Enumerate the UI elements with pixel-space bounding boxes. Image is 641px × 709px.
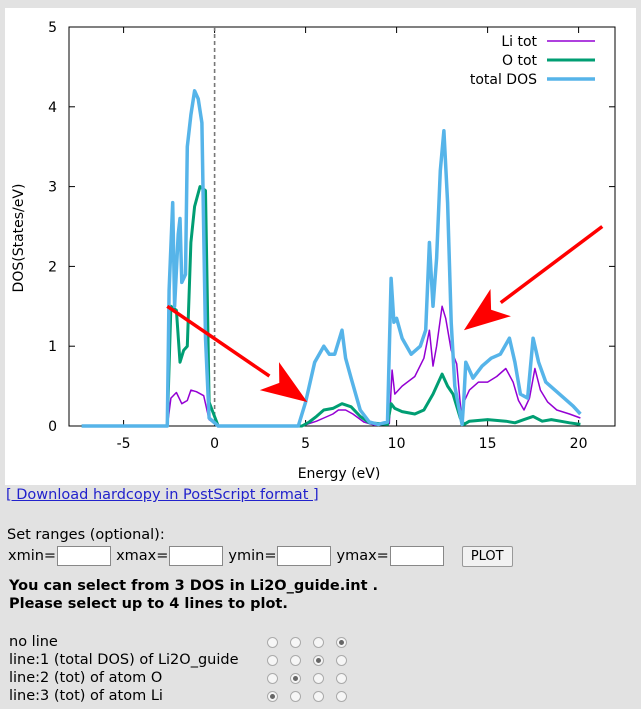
dos-plot: -5 0 5 10 15 20 0 1 2 3 4 5 Energy (eV) DOS(States/… — [5, 8, 636, 485]
line-radio-button[interactable] — [290, 637, 301, 648]
x-tick-label: 5 — [301, 436, 310, 452]
line-radio-button[interactable] — [336, 691, 347, 702]
series-line-o-tot — [81, 185, 581, 428]
ymin-input[interactable] — [277, 546, 332, 566]
top-bar — [0, 0, 641, 8]
dos-count-info: You can select from 3 DOS in Li2O_guide.… — [9, 578, 379, 594]
annotation-arrow-head — [259, 362, 308, 403]
selection-row-label: line:2 (tot) of atom O — [9, 670, 163, 686]
legend-label: total DOS — [470, 72, 537, 88]
line-radio-button[interactable] — [290, 655, 301, 666]
y-tick-label: 4 — [48, 100, 57, 116]
y-axis-label: DOS(States/eV) — [11, 184, 27, 293]
selection-row-label: line:3 (tot) of atom Li — [9, 688, 163, 704]
legend-label: Li tot — [501, 34, 537, 50]
download-postscript-link[interactable]: [ Download hardcopy in PostScript format… — [6, 487, 319, 503]
line-radio-button[interactable] — [313, 637, 324, 648]
series-line-total-dos — [81, 89, 582, 428]
line-radio-button[interactable] — [336, 637, 347, 648]
line-radio-button[interactable] — [267, 655, 278, 666]
selection-row-label: no line — [9, 634, 58, 650]
line-radio-button[interactable] — [336, 673, 347, 684]
xmax-label: xmax= — [116, 548, 169, 564]
annotation-arrow-head — [463, 289, 511, 331]
line-radio-button[interactable] — [267, 691, 278, 702]
line-radio-button[interactable] — [290, 673, 301, 684]
legend-label: O tot — [502, 53, 538, 69]
selection-row: no line — [9, 634, 639, 652]
y-tick-label: 1 — [48, 339, 57, 355]
line-radio-button[interactable] — [313, 691, 324, 702]
xmin-input[interactable] — [57, 546, 112, 566]
line-radio-button[interactable] — [313, 655, 324, 666]
plot-button[interactable]: PLOT — [461, 545, 513, 567]
annotation-arrow-shaft — [499, 225, 604, 305]
line-radio-button[interactable] — [267, 673, 278, 684]
ymin-label: ymin= — [228, 548, 277, 564]
line-radio-button[interactable] — [267, 637, 278, 648]
chart-legend: Li tot O tot total DOS — [470, 34, 595, 88]
x-tick-label: 10 — [388, 436, 406, 452]
selection-row: line:1 (total DOS) of Li2O_guide — [9, 652, 639, 670]
x-tick-label: 0 — [210, 436, 219, 452]
selection-row: line:3 (tot) of atom Li — [9, 688, 639, 706]
plot-frame — [68, 26, 616, 427]
x-tick-label: 15 — [479, 436, 497, 452]
xmin-label: xmin= — [8, 548, 57, 564]
x-axis-label: Energy (eV) — [298, 466, 381, 482]
series-line-li-tot — [81, 305, 581, 427]
line-radio-button[interactable] — [336, 655, 347, 666]
ranges-label: Set ranges (optional): — [7, 527, 165, 543]
selection-row: line:2 (tot) of atom O — [9, 670, 639, 688]
y-tick-label: 0 — [48, 419, 57, 435]
x-tick-label: -5 — [117, 436, 131, 452]
select-instruction: Please select up to 4 lines to plot. — [9, 596, 288, 612]
y-tick-label: 5 — [48, 20, 57, 36]
annotation-arrow-shaft — [166, 304, 271, 378]
x-tick-label: 20 — [570, 436, 588, 452]
selection-row-label: line:1 (total DOS) of Li2O_guide — [9, 652, 239, 668]
ymax-label: ymax= — [336, 548, 389, 564]
ranges-row: xmin= xmax= ymin= ymax= PLOT — [7, 545, 513, 567]
line-radio-button[interactable] — [290, 691, 301, 702]
line-radio-button[interactable] — [313, 673, 324, 684]
xmax-input[interactable] — [169, 546, 224, 566]
dos-chart: -5 0 5 10 15 20 0 1 2 3 4 5 Energy (eV) DOS(States/… — [11, 20, 616, 482]
ymax-input[interactable] — [389, 546, 444, 566]
y-tick-label: 3 — [48, 180, 57, 196]
y-tick-label: 2 — [48, 259, 57, 275]
